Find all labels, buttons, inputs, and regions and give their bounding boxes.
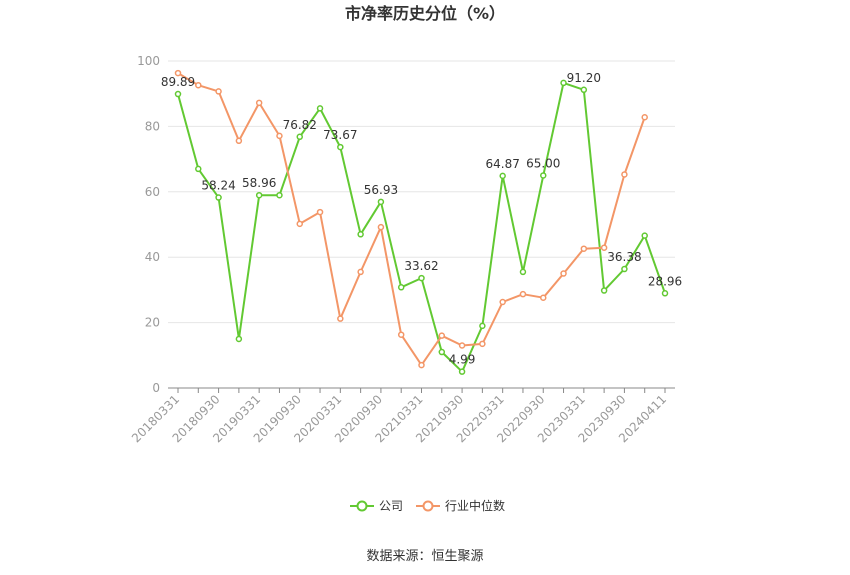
data-label: 73.67 [323, 128, 357, 142]
data-point-industry-median [174, 69, 182, 77]
data-point-company [641, 232, 648, 239]
data-label: 89.89 [161, 75, 195, 89]
data-point-company [580, 86, 588, 94]
data-label: 33.62 [404, 259, 438, 273]
data-point-industry-median [580, 245, 588, 252]
data-point-company [357, 231, 364, 238]
legend-marker [356, 500, 368, 512]
data-point-industry-median [337, 315, 344, 322]
data-point-industry-median [641, 113, 648, 121]
data-label: 58.24 [201, 179, 235, 193]
data-labels: 89.89 58.24 58.96 76.82 73.67 56.93 33.62 4.99 6… [161, 71, 682, 367]
x-axis: 2018033120180930201903312019093020200331… [129, 387, 675, 445]
data-point-industry-median [418, 361, 425, 369]
data-point-company [235, 335, 243, 343]
data-label: 28.96 [648, 274, 682, 288]
data-point-industry-median [255, 99, 263, 107]
data-point-industry-median [540, 294, 547, 301]
data-point-company [316, 105, 324, 112]
source-note: 数据来源：恒生聚源 [366, 549, 483, 564]
data-point-industry-median [215, 88, 222, 95]
data-point-company [479, 322, 486, 330]
data-point-industry-median [499, 298, 506, 306]
y-tick-label: 100 [137, 54, 160, 68]
legend-label: 行业中位数 [445, 498, 505, 513]
data-point-industry-median [519, 290, 527, 298]
data-label: 4.99 [449, 353, 476, 367]
data-point-industry-median [316, 208, 324, 216]
data-point-industry-median [276, 132, 283, 140]
y-tick-label: 80 [145, 119, 160, 133]
data-point-company [661, 290, 669, 297]
legend-label: 公司 [379, 499, 403, 513]
data-point-industry-median [621, 171, 628, 178]
series-line-industry-median [177, 72, 646, 367]
data-point-industry-median [377, 223, 385, 231]
data-point-company [600, 287, 608, 294]
legend-item-industry-median[interactable]: 行业中位数 [416, 498, 505, 513]
legend-marker [422, 500, 434, 512]
data-point-company [276, 191, 283, 199]
legend-item-company[interactable]: 公司 [350, 499, 403, 513]
series [174, 69, 669, 375]
data-point-industry-median [357, 268, 364, 276]
data-point-company [499, 172, 506, 180]
data-point-company [418, 274, 425, 282]
data-label: 65.00 [526, 156, 560, 170]
data-point-industry-median [195, 81, 202, 89]
data-label: 58.96 [242, 176, 276, 190]
legend[interactable]: 公司 行业中位数 [350, 498, 505, 513]
data-label: 36.38 [607, 250, 641, 264]
data-point-company [540, 172, 547, 179]
data-point-industry-median [600, 244, 608, 251]
data-point-company [621, 265, 628, 273]
data-point-company [519, 268, 527, 276]
y-tick-label: 40 [145, 250, 160, 264]
data-label: 76.82 [283, 118, 317, 132]
data-point-industry-median [560, 270, 567, 277]
grid [168, 60, 675, 324]
data-label: 56.93 [364, 183, 398, 197]
data-point-company [438, 348, 446, 356]
data-point-company [397, 284, 405, 291]
data-label: 91.20 [567, 71, 601, 85]
data-point-industry-median [438, 332, 446, 339]
y-tick-label: 0 [152, 381, 160, 395]
data-point-company [337, 143, 344, 151]
data-point-industry-median [479, 340, 486, 348]
y-tick-label: 20 [145, 316, 160, 330]
data-point-industry-median [397, 331, 405, 338]
data-point-company [215, 194, 222, 201]
y-tick-label: 60 [145, 185, 160, 199]
data-point-industry-median [458, 342, 466, 349]
data-label: 64.87 [485, 157, 519, 171]
data-point-industry-median [296, 220, 303, 228]
data-point-company [377, 198, 385, 206]
data-point-company [458, 368, 466, 375]
y-axis: 0 20 40 60 80 100 [137, 54, 160, 395]
data-point-company [255, 191, 263, 199]
data-point-company [195, 165, 202, 173]
data-point-company [296, 133, 303, 141]
chart-title: 市净率历史分位（%） [345, 4, 505, 23]
data-point-company [560, 79, 567, 87]
data-point-industry-median [235, 137, 243, 145]
data-point-company [174, 90, 182, 98]
